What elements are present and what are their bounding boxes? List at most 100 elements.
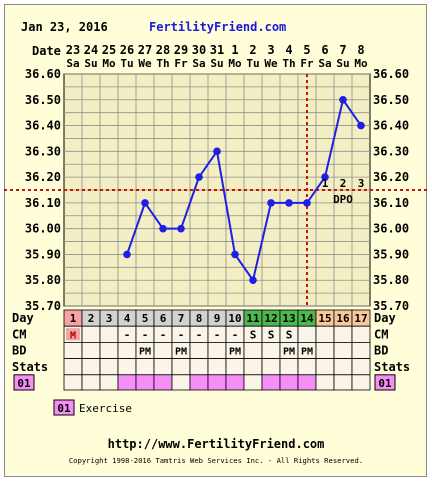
cm-value: - [160, 328, 167, 341]
bd-cell [262, 342, 280, 358]
row-label-cm-left: CM [12, 327, 26, 341]
stats-cell [190, 375, 208, 390]
y-tick-right: 36.50 [373, 93, 409, 107]
cycle-day-number: 13 [282, 312, 295, 325]
date-label: 31 [210, 43, 224, 57]
bd-value: PM [139, 347, 151, 358]
cycle-day-number: 12 [264, 312, 277, 325]
legend-code: 01 [57, 402, 71, 415]
stats-code-left: 01 [17, 377, 31, 390]
cm-value: - [214, 328, 221, 341]
y-tick-left: 35.80 [25, 273, 61, 287]
stats-blank-cell [100, 359, 118, 375]
y-tick-left: 36.40 [25, 119, 61, 133]
cycle-day-number: 5 [142, 312, 149, 325]
temperature-point [303, 199, 311, 207]
cycle-day-number: 7 [178, 312, 185, 325]
stats-blank-cell [136, 359, 154, 375]
stats-cell [136, 375, 154, 390]
y-tick-left: 36.20 [25, 170, 61, 184]
bd-cell [334, 342, 352, 358]
stats-blank-cell [280, 359, 298, 375]
stats-blank-cell [64, 359, 82, 375]
row-label-day-right: Day [374, 311, 396, 325]
cm-value: S [268, 328, 275, 341]
bd-value: PM [301, 347, 313, 358]
bd-value: PM [175, 347, 187, 358]
bd-cell [154, 342, 172, 358]
row-label-cm-right: CM [374, 327, 388, 341]
bd-cell [82, 342, 100, 358]
weekday-label: Mo [354, 57, 368, 70]
cycle-day-number: 2 [88, 312, 95, 325]
weekday-label: Tu [120, 57, 133, 70]
stats-blank-cell [226, 359, 244, 375]
date-label: 23 [66, 43, 80, 57]
bd-cell [352, 342, 370, 358]
stats-blank-cell [334, 359, 352, 375]
cycle-day-number: 15 [318, 312, 331, 325]
row-label-bd-right: BD [374, 344, 388, 358]
temperature-point [357, 122, 365, 130]
weekday-label: Tu [246, 57, 259, 70]
temperature-point [339, 96, 347, 104]
stats-cell [352, 375, 370, 390]
weekday-label: Su [336, 57, 349, 70]
y-tick-left: 36.00 [25, 222, 61, 236]
weekday-label: Mo [228, 57, 242, 70]
temperature-point [141, 199, 149, 207]
dpo-number: 3 [358, 177, 365, 190]
temperature-point [195, 173, 203, 181]
row-label-bd-left: BD [12, 344, 26, 358]
temperature-point [231, 251, 239, 259]
y-tick-right: 36.60 [373, 67, 409, 81]
date-label: 29 [174, 43, 188, 57]
weekday-label: Sa [192, 57, 205, 70]
weekday-label: Th [156, 57, 169, 70]
cm-cell [316, 326, 334, 342]
stats-cell [262, 375, 280, 390]
cm-value: - [124, 328, 131, 341]
header-date: Jan 23, 2016 [21, 20, 108, 34]
dpo-number: 2 [340, 177, 347, 190]
bd-cell [100, 342, 118, 358]
bd-value: PM [283, 347, 295, 358]
dpo-number: 1 [322, 177, 329, 190]
weekday-label: Mo [102, 57, 116, 70]
weekday-label: Su [84, 57, 97, 70]
temperature-point [177, 225, 185, 233]
menses-marker: M [70, 330, 76, 341]
weekday-label: Fr [300, 57, 314, 70]
y-tick-right: 36.30 [373, 144, 409, 158]
header-site: FertilityFriend.com [149, 20, 286, 34]
row-label-stats-left: Stats [12, 360, 48, 374]
bd-cell [316, 342, 334, 358]
stats-cell [316, 375, 334, 390]
weekday-label: Fr [174, 57, 188, 70]
temperature-point [159, 225, 167, 233]
y-tick-left: 36.50 [25, 93, 61, 107]
temperature-point [123, 251, 131, 259]
date-label: 30 [192, 43, 206, 57]
cm-value: - [196, 328, 203, 341]
y-tick-right: 36.10 [373, 196, 409, 210]
y-tick-left: 36.60 [25, 67, 61, 81]
stats-cell [82, 375, 100, 390]
cm-cell [82, 326, 100, 342]
stats-cell [172, 375, 190, 390]
date-label: 8 [357, 43, 364, 57]
cm-value: - [232, 328, 239, 341]
cycle-day-number: 17 [354, 312, 367, 325]
stats-blank-cell [244, 359, 262, 375]
date-label: 26 [120, 43, 134, 57]
bd-cell [64, 342, 82, 358]
date-label: 24 [84, 43, 98, 57]
date-label: 6 [321, 43, 328, 57]
y-tick-right: 36.00 [373, 222, 409, 236]
y-tick-right: 36.40 [373, 119, 409, 133]
bd-cell [244, 342, 262, 358]
legend-label: Exercise [79, 402, 132, 415]
cycle-day-number: 10 [228, 312, 241, 325]
footer-url: http://www.FertilityFriend.com [108, 437, 325, 451]
